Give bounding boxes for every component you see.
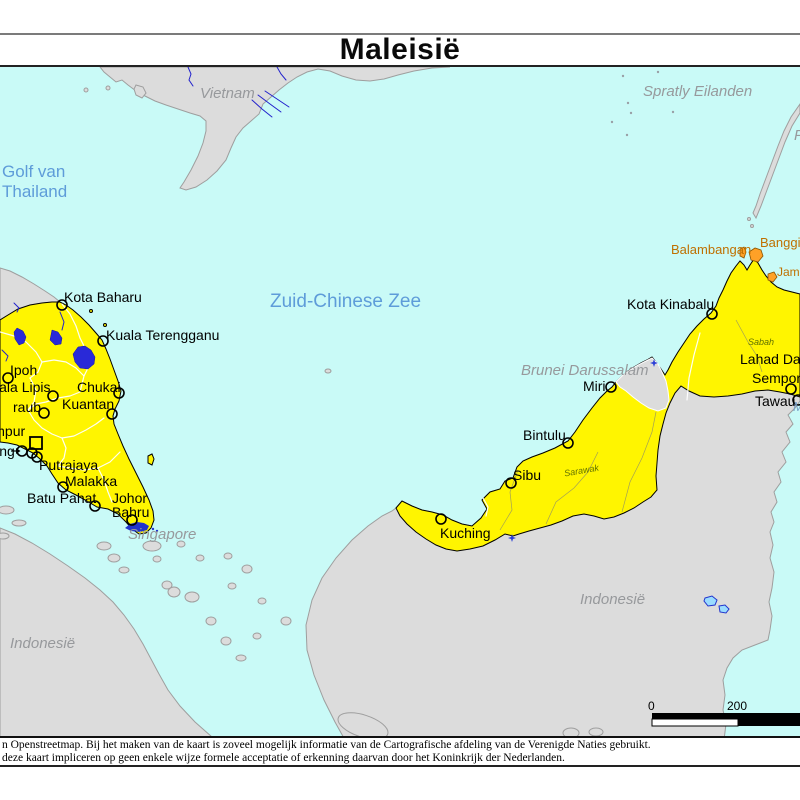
city-label-batu-pahat: Batu Pahat bbox=[27, 490, 96, 506]
brunei-label: Brunei Darussalam bbox=[521, 362, 649, 379]
city-label-ipoh: Ipoh bbox=[10, 362, 37, 378]
city-label-kota-kinabalu: Kota Kinabalu bbox=[627, 296, 714, 312]
klang-leader-arrow bbox=[16, 448, 21, 454]
scale-200-label: 200 bbox=[727, 699, 747, 713]
city-label-semporna: Semporna bbox=[752, 370, 800, 386]
city-label-putrajaya: Putrajaya bbox=[39, 457, 98, 473]
attribution-line1: n Openstreetmap. Bij het maken van de ka… bbox=[2, 739, 651, 751]
rivers bbox=[1, 67, 290, 362]
island bbox=[83, 87, 89, 93]
singapore-label: Singapore bbox=[128, 526, 196, 543]
page-title: Maleisië bbox=[339, 33, 461, 66]
airport-icon bbox=[650, 359, 658, 367]
south-china-sea-label: Zuid-Chinese Zee bbox=[270, 291, 421, 312]
lakes bbox=[13, 327, 730, 614]
gulf-of-thailand-label-line2: Thailand bbox=[2, 182, 67, 201]
brunei-landmass bbox=[615, 357, 670, 412]
banggi-label: Banggi bbox=[760, 235, 800, 250]
city-label-kota-baharu: Kota Baharu bbox=[64, 289, 142, 305]
indochina-landmass bbox=[99, 67, 451, 191]
bottom-divider bbox=[0, 765, 800, 767]
city-label-kuala-lumpur: Kuala Lumpur bbox=[0, 423, 26, 439]
island bbox=[105, 85, 111, 91]
city-label-lahad-datu: Lahad Datu bbox=[740, 351, 800, 367]
title-divider bbox=[0, 65, 800, 67]
spratly-islands-label: Spratly Eilanden bbox=[643, 83, 752, 100]
east-malaysia-sarawak-sabah bbox=[395, 258, 800, 552]
palawan-landmass bbox=[752, 103, 800, 220]
indonesia-label-west: Indonesië bbox=[10, 635, 75, 652]
city-markers bbox=[2, 299, 800, 526]
vietnam-label: Vietnam bbox=[200, 85, 255, 102]
scale-bar: 0 200 bbox=[648, 699, 800, 727]
city-label-johor-bahru-line1: Johor bbox=[112, 490, 147, 506]
island bbox=[103, 323, 107, 327]
orange-islands bbox=[739, 246, 778, 283]
gulf-of-thailand-label-line1: Golf van bbox=[2, 162, 65, 181]
sumatra-landmass bbox=[0, 527, 212, 736]
spratly-islet-dots bbox=[610, 70, 675, 137]
city-label-raub: raub bbox=[13, 399, 41, 415]
map-canvas: Golf van Thailand Zuid-Chinese Zee Sprat… bbox=[0, 67, 800, 738]
city-label-chukai: Chukai bbox=[77, 379, 121, 395]
city-label-klang: Klang bbox=[0, 443, 15, 459]
edge-label-fragment: M bbox=[793, 399, 800, 414]
attribution-line2: deze kaart impliceren op geen enkele wij… bbox=[2, 752, 565, 764]
city-label-sibu: Sibu bbox=[513, 467, 541, 483]
airport-icon bbox=[508, 534, 516, 542]
edge-label-fragment: P bbox=[794, 127, 800, 144]
sabah-label: Sabah bbox=[748, 337, 774, 347]
indonesia-label-east: Indonesië bbox=[580, 591, 645, 608]
top-divider bbox=[0, 33, 800, 35]
jambongan-label-partial: Jamb bbox=[777, 265, 800, 279]
city-label-johor-bahru-line2: Bahru bbox=[112, 504, 149, 520]
scale-zero-label: 0 bbox=[648, 699, 655, 713]
balambangan-label: Balambangan bbox=[671, 242, 751, 257]
city-label-bintulu: Bintulu bbox=[523, 427, 566, 443]
small-islands bbox=[0, 368, 604, 736]
city-label-malakka: Malakka bbox=[65, 473, 117, 489]
island bbox=[89, 309, 93, 313]
city-label-kuala-terengganu: Kuala Terengganu bbox=[106, 327, 219, 343]
tioman-island bbox=[147, 453, 155, 466]
city-label-kuala-lipis: Kuala Lipis bbox=[0, 379, 51, 395]
island bbox=[750, 224, 754, 228]
city-label-miri: Miri bbox=[583, 378, 606, 394]
phu-quoc-island bbox=[133, 84, 147, 99]
island bbox=[747, 217, 751, 221]
city-label-kuantan: Kuantan bbox=[62, 396, 114, 412]
city-label-tawau: Tawau bbox=[755, 393, 795, 409]
city-label-kuching: Kuching bbox=[440, 525, 491, 541]
peninsular-malaysia bbox=[0, 301, 155, 535]
district-borders bbox=[499, 319, 763, 531]
